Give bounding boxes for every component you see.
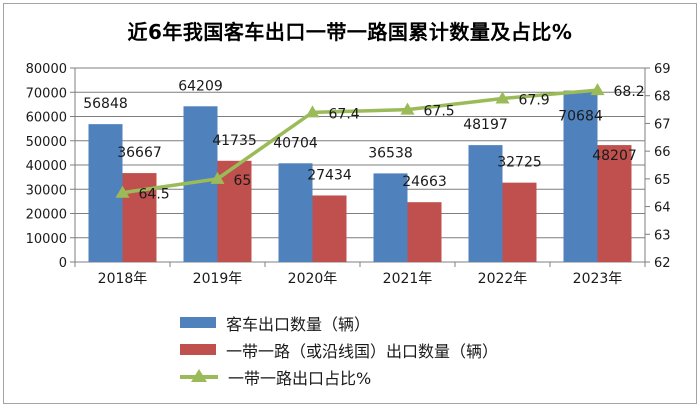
data-label-belt-road-2020年: 27434 [307,167,352,183]
data-label-bus-2021年: 36538 [368,145,413,161]
right-axis-tick-label: 67 [654,117,671,132]
data-label-belt-road-2018年: 36667 [117,145,162,161]
triangle-marker-2019年 [210,171,225,184]
bar-bus-exports-2022年 [468,145,503,262]
data-label-belt-road-2022年: 32725 [497,155,542,171]
bar-belt-road-exports-2023年 [597,145,632,262]
legend: 客车出口数量（辆） 一带一路（或沿线国）出口数量（辆） 一带一路出口占比% [180,309,498,390]
triangle-marker-2018年 [115,185,130,198]
data-label-share-2021年: 67.5 [424,104,455,120]
x-axis-category-label: 2020年 [288,271,338,287]
data-label-bus-2019年: 64209 [178,78,223,94]
legend-swatch-blue-bar [180,317,216,328]
data-label-share-2019年: 65 [234,173,252,189]
data-label-bus-2023年: 70684 [558,109,603,125]
right-axis-tick-label: 62 [654,256,671,271]
left-axis-tick-label: 20000 [26,208,67,223]
left-axis-tick-label: 0 [59,256,67,271]
data-label-belt-road-2023年: 48207 [592,148,637,164]
right-axis-tick-label: 66 [654,145,671,160]
right-axis-tick-label: 64 [654,201,671,216]
bar-bus-exports-2023年 [563,90,598,262]
left-axis-tick-label: 50000 [26,135,67,150]
data-label-bus-2022年: 48197 [463,117,508,133]
belt-road-share-line [122,88,598,195]
x-axis-category-label: 2019年 [193,271,243,287]
triangle-marker-icon [191,368,207,382]
bar-belt-road-exports-2021年 [407,202,442,262]
triangle-marker-2023年 [590,83,605,96]
legend-item-bus-exports: 客车出口数量（辆） [180,309,498,336]
bar-belt-road-exports-2022年 [502,182,537,262]
x-axis-category-label: 2021年 [383,271,433,287]
data-label-bus-2018年: 56848 [83,96,128,112]
triangle-marker-2021年 [400,102,415,115]
left-axis-tick-label: 30000 [26,183,67,198]
right-axis-tick-label: 68 [654,90,671,105]
legend-label-bus-exports: 客车出口数量（辆） [226,314,371,334]
bar-belt-road-exports-2019年 [217,160,252,262]
bar-bus-exports-2018年 [88,124,123,262]
triangle-marker-2022年 [495,91,510,104]
data-label-share-2020年: 67.4 [329,106,360,122]
chart-title: 近6年我国客车出口一带一路国累计数量及占比% [127,20,573,44]
legend-swatch-red-bar [180,344,216,355]
left-axis-tick-label: 10000 [26,232,67,247]
legend-label-belt-road-share: 一带一路出口占比% [228,368,372,388]
left-axis-tick-label: 40000 [26,159,67,174]
legend-label-belt-road-exports: 一带一路（或沿线国）出口数量（辆） [226,341,499,361]
data-label-belt-road-2021年: 24663 [402,174,447,190]
right-axis-tick-label: 65 [654,173,671,188]
left-axis-tick-label: 70000 [26,86,67,101]
legend-swatch-green-line [180,368,218,382]
x-axis-category-label: 2018年 [98,271,148,287]
bar-bus-exports-2020年 [278,163,313,262]
right-axis-tick-label: 69 [654,62,671,77]
data-label-belt-road-2019年: 41735 [212,133,257,149]
data-label-share-2023年: 68.2 [614,84,645,100]
data-label-share-2022年: 67.9 [519,92,550,108]
right-axis-tick-label: 63 [654,228,671,243]
bar-belt-road-exports-2020年 [312,195,347,262]
x-axis-category-label: 2022年 [478,271,528,287]
bar-bus-exports-2021年 [373,173,408,262]
data-label-share-2018年: 64.5 [139,187,170,203]
x-axis-category-label: 2023年 [573,271,623,287]
left-axis-tick-label: 80000 [26,62,67,77]
triangle-marker-2020年 [305,105,320,118]
left-axis-tick-label: 60000 [26,111,67,126]
data-label-bus-2020年: 40704 [273,135,318,151]
legend-item-belt-road-share: 一带一路出口占比% [180,363,498,390]
legend-item-belt-road-exports: 一带一路（或沿线国）出口数量（辆） [180,336,498,363]
